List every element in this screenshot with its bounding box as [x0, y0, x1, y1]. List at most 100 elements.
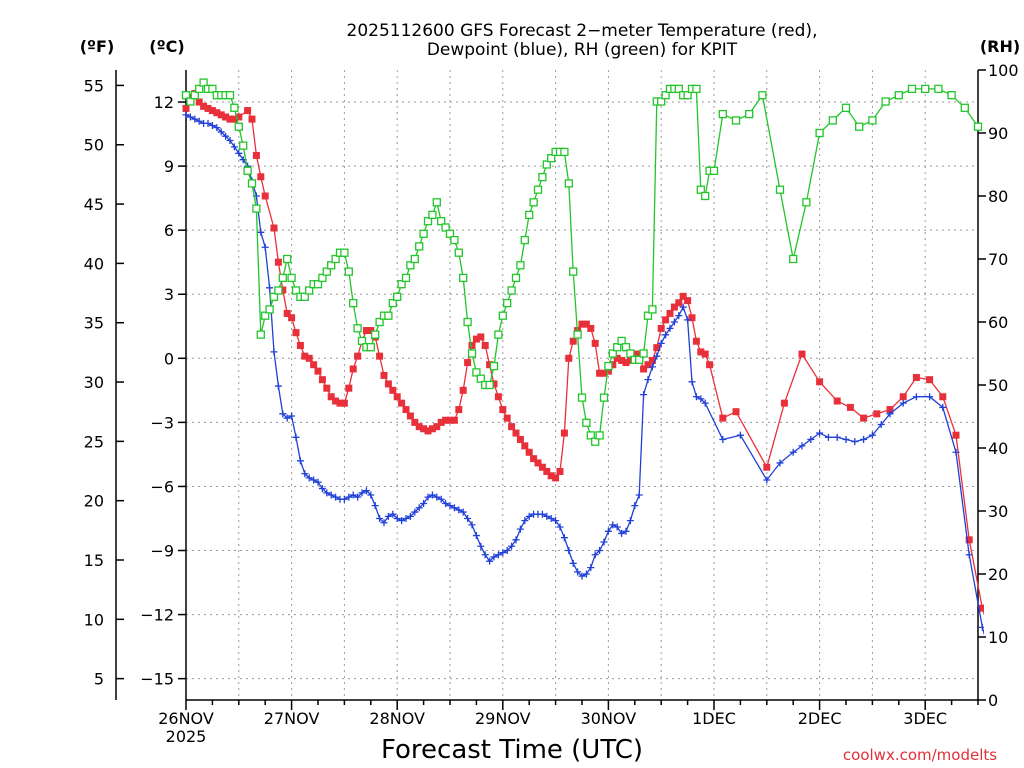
rh-point — [547, 154, 556, 163]
temperature-point — [411, 418, 419, 426]
dewpoint-point — [512, 536, 520, 544]
temperature-point — [402, 406, 410, 414]
rh-point — [313, 280, 323, 289]
temperature-point — [428, 425, 436, 433]
rh-point — [758, 91, 767, 100]
temperature-point — [380, 371, 388, 379]
temperature-point — [556, 467, 564, 475]
rh-point — [322, 267, 331, 276]
temperature-point — [279, 286, 287, 294]
temperature-point — [688, 314, 696, 322]
rh-point — [454, 248, 463, 257]
rh-point — [683, 91, 692, 100]
rh-point — [265, 305, 274, 314]
temperature-point — [600, 369, 608, 377]
dewpoint-point — [618, 529, 626, 537]
dewpoint-point — [569, 559, 577, 567]
temperature-point — [675, 299, 683, 307]
chart-title-line-1: 2025112600 GFS Forecast 2−meter Temperat… — [347, 21, 818, 41]
series-temperature — [182, 89, 984, 616]
dewpoint-point — [468, 521, 476, 529]
celsius-tick-label: −15 — [140, 670, 174, 689]
temperature-point — [952, 431, 960, 439]
dewpoint-point — [446, 502, 454, 510]
credit-link[interactable]: coolwx.com/modelts — [843, 746, 997, 764]
rh-point — [529, 198, 538, 207]
rh-point — [709, 166, 719, 175]
x-tick-label: 29NOV — [475, 709, 531, 728]
rh-point — [855, 122, 864, 131]
temperature-point — [235, 113, 243, 121]
dewpoint-point — [186, 113, 194, 121]
dewpoint-point — [860, 435, 868, 443]
fahrenheit-tick-label: 15 — [84, 551, 104, 570]
temperature-point — [481, 341, 489, 349]
dewpoint-point — [296, 457, 304, 465]
rh-point — [802, 198, 811, 207]
temperature-point — [609, 361, 617, 369]
rh-point — [582, 418, 591, 427]
temperature-point — [200, 102, 208, 110]
dewpoint-point — [692, 393, 700, 401]
rh-point — [613, 343, 622, 352]
temperature-point — [732, 408, 740, 416]
dewpoint-point — [380, 519, 388, 527]
rh-point — [639, 349, 648, 358]
dewpoint-point — [547, 514, 555, 522]
rh-point — [287, 273, 296, 283]
dewpoint-point — [719, 435, 727, 443]
dewpoint-point — [565, 547, 573, 555]
temperature-point — [701, 350, 709, 358]
x-tick-sublabel: 2025 — [166, 727, 207, 746]
rh-point — [775, 185, 785, 194]
rh-point — [520, 235, 529, 245]
celsius-tick-label: −12 — [140, 606, 174, 625]
rh-tick-label: 0 — [988, 691, 998, 710]
rh-point — [564, 179, 573, 188]
rh-point — [397, 280, 406, 289]
rh-point — [635, 355, 644, 364]
temperature-point — [450, 416, 458, 424]
celsius-tick-label: 3 — [164, 285, 174, 304]
rh-point — [542, 160, 551, 169]
rh-point — [239, 141, 248, 150]
rh-point — [344, 267, 353, 276]
rh-point — [415, 242, 424, 251]
temperature-point — [521, 442, 529, 450]
dewpoint-point — [371, 502, 379, 510]
dewpoint-point — [851, 438, 859, 446]
temperature-point — [446, 416, 454, 424]
dewpoint-point — [688, 378, 696, 386]
dewpoint-point — [789, 448, 797, 456]
dewpoint-point — [266, 284, 274, 292]
rh-tick-label: 60 — [988, 313, 1008, 332]
temperature-point — [310, 361, 318, 369]
rh-point — [701, 191, 710, 201]
temperature-point — [816, 378, 824, 386]
temperature-point — [424, 427, 432, 435]
temperature-point — [626, 356, 634, 364]
rh-point — [467, 349, 477, 358]
dewpoint-point — [204, 119, 212, 127]
rh-point — [450, 235, 459, 245]
temperature-point — [499, 406, 507, 414]
dewpoint-point — [411, 508, 419, 516]
dewpoint-point — [398, 517, 406, 525]
temperature-point — [670, 303, 678, 311]
temperature-point — [899, 393, 907, 401]
dewpoint-point — [824, 433, 832, 441]
dewpoint-point — [653, 352, 661, 360]
dewpoint-point — [538, 510, 546, 518]
dewpoint-point — [420, 500, 428, 508]
dewpoint-point — [230, 143, 238, 151]
x-tick-label: 1DEC — [692, 709, 736, 728]
temperature-point — [345, 384, 353, 392]
temperature-point — [213, 109, 221, 117]
temperature-point — [604, 367, 612, 375]
dewpoint-point — [393, 514, 401, 522]
dewpoint-point — [807, 435, 815, 443]
rh-point — [305, 286, 314, 295]
rh-point — [921, 84, 930, 94]
dewpoint-point — [323, 489, 331, 497]
